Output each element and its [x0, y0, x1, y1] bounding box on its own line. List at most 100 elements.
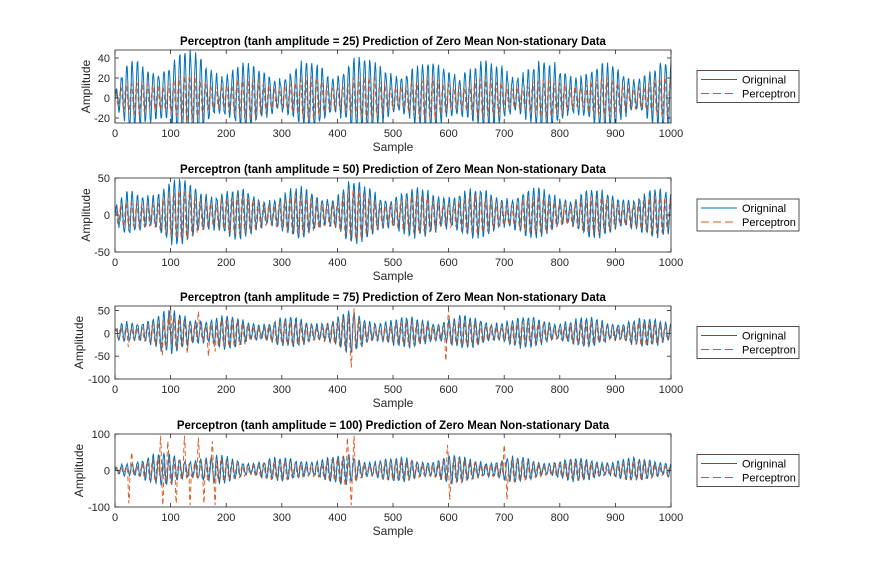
y-tick-label: 0: [104, 210, 110, 222]
series-line-original: [115, 309, 671, 355]
legend-box: [696, 326, 800, 359]
x-tick-label: 800: [551, 384, 569, 396]
x-tick-label: 0: [112, 384, 118, 396]
x-tick-label: 300: [273, 128, 291, 140]
y-tick-label: 50: [98, 173, 110, 185]
y-tick-label: 20: [98, 73, 110, 85]
series-line-perceptron: [115, 435, 671, 506]
x-tick-label: 300: [273, 257, 291, 269]
y-tick-label: 40: [98, 53, 110, 65]
x-tick-label: 500: [384, 512, 402, 524]
legend-label-perceptron: Perceptron: [742, 473, 796, 485]
legend-label-perceptron: Perceptron: [742, 89, 796, 101]
legend-label-original: Origninal: [742, 331, 786, 343]
x-tick-label: 800: [551, 128, 569, 140]
series-line-perceptron: [115, 74, 671, 123]
subplot-title: Perceptron (tanh amplitude = 25) Predict…: [180, 36, 606, 48]
x-tick-label: 0: [112, 128, 118, 140]
x-tick-label: 300: [273, 512, 291, 524]
legend-label-perceptron: Perceptron: [742, 217, 796, 229]
y-tick-label: -100: [88, 502, 110, 514]
x-tick-label: 100: [161, 257, 179, 269]
x-tick-label: 400: [328, 384, 346, 396]
legend-box: [696, 454, 800, 487]
legend: Origninal Perceptron: [696, 454, 800, 487]
series-line-original: [115, 452, 671, 486]
x-tick-label: 800: [551, 257, 569, 269]
x-axis-label: Sample: [373, 140, 414, 154]
y-tick-label: -20: [94, 113, 110, 125]
series-group: [115, 50, 671, 123]
x-tick-label: 400: [328, 512, 346, 524]
legend: Origninal Perceptron: [696, 198, 800, 232]
legend: Origninal Perceptron: [696, 326, 800, 359]
y-axis-label: Amplitude: [79, 60, 93, 114]
x-tick-label: 700: [495, 257, 513, 269]
y-axis-label: Amplitude: [72, 316, 86, 370]
x-tick-label: 400: [328, 128, 346, 140]
x-tick-label: 200: [217, 512, 235, 524]
series-line-perceptron: [115, 189, 671, 241]
subplot-2: 0 100 200 300 400 500 600 700 800 900 1000-50050Pe…: [79, 164, 800, 283]
x-tick-label: 100: [161, 512, 179, 524]
x-tick-label: 1000: [659, 384, 683, 396]
x-tick-label: 400: [328, 257, 346, 269]
x-tick-label: 1000: [659, 512, 683, 524]
subplot-4: 0 100 200 300 400 500 600 700 800 900 1000-1000100…: [72, 420, 800, 538]
y-axis-label: Amplitude: [79, 188, 93, 242]
x-tick-label: 700: [495, 128, 513, 140]
y-tick-label: -50: [94, 351, 110, 363]
x-tick-label: 900: [606, 512, 624, 524]
x-tick-label: 500: [384, 128, 402, 140]
legend-box: [696, 70, 800, 103]
x-tick-label: 800: [551, 512, 569, 524]
x-tick-label: 0: [112, 512, 118, 524]
y-tick-label: -100: [88, 374, 110, 386]
legend-box: [696, 198, 800, 232]
x-tick-label: 1000: [659, 128, 683, 140]
x-axis-label: Sample: [373, 524, 414, 538]
x-tick-label: 600: [439, 257, 457, 269]
x-tick-label: 900: [606, 257, 624, 269]
y-tick-label: 0: [104, 328, 110, 340]
x-tick-label: 600: [439, 128, 457, 140]
y-axis-label: Amplitude: [72, 444, 86, 498]
series-group: [115, 178, 671, 246]
legend-label-perceptron: Perceptron: [742, 345, 796, 357]
x-axis-label: Sample: [373, 269, 414, 283]
subplot-title: Perceptron (tanh amplitude = 75) Predict…: [180, 292, 606, 304]
y-tick-label: 50: [98, 306, 110, 318]
x-axis-label: Sample: [373, 396, 414, 410]
x-tick-label: 600: [439, 384, 457, 396]
series-line-perceptron: [115, 308, 671, 368]
y-tick-label: -50: [94, 247, 110, 259]
y-tick-label: 0: [104, 93, 110, 105]
subplot-1: 0 100 200 300 400 500 600 700 800 900 1000-2002040…: [79, 36, 800, 154]
x-tick-label: 1000: [659, 257, 683, 269]
x-tick-label: 200: [217, 128, 235, 140]
legend-label-original: Origninal: [742, 203, 786, 215]
x-tick-label: 500: [384, 257, 402, 269]
y-tick-label: 100: [92, 429, 110, 441]
x-tick-label: 500: [384, 384, 402, 396]
legend-label-original: Origninal: [742, 75, 786, 87]
x-tick-label: 200: [217, 384, 235, 396]
x-tick-label: 0: [112, 257, 118, 269]
series-group: [115, 435, 671, 506]
x-tick-label: 700: [495, 384, 513, 396]
x-tick-label: 100: [161, 384, 179, 396]
x-tick-label: 900: [606, 128, 624, 140]
subplot-title: Perceptron (tanh amplitude = 100) Predic…: [177, 420, 610, 432]
y-tick-label: 0: [104, 466, 110, 478]
subplot-3: 0 100 200 300 400 500 600 700 800 900 1000 -100 -50 0…: [72, 292, 800, 410]
x-tick-label: 900: [606, 384, 624, 396]
subplot-title: Perceptron (tanh amplitude = 50) Predict…: [180, 164, 606, 176]
x-tick-label: 300: [273, 384, 291, 396]
x-tick-label: 100: [161, 128, 179, 140]
series-group: [115, 308, 671, 368]
x-tick-label: 200: [217, 257, 235, 269]
x-tick-label: 700: [495, 512, 513, 524]
legend-label-original: Origninal: [742, 459, 786, 471]
legend: Origninal Perceptron: [696, 70, 800, 103]
